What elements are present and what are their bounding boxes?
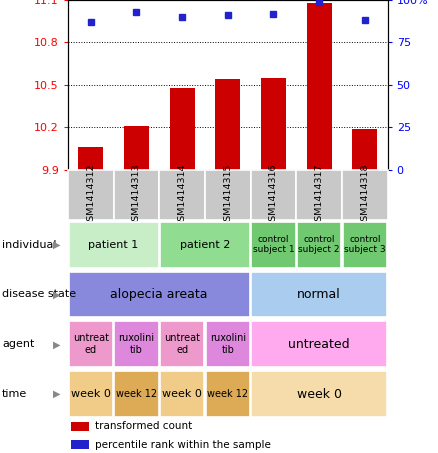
Bar [261,78,286,170]
Bar [205,170,251,220]
Bar [343,222,387,268]
Bar [170,88,194,170]
Text: ruxolini
tib: ruxolini tib [210,333,246,355]
Bar [297,222,341,268]
Bar [342,170,388,220]
Text: patient 2: patient 2 [180,240,230,250]
Text: ▶: ▶ [53,289,61,299]
Bar [215,79,240,170]
Bar [71,422,88,430]
Text: ▶: ▶ [53,389,61,399]
Text: individual: individual [2,240,57,250]
Bar [160,371,204,417]
Bar [251,321,387,367]
Bar [296,170,342,220]
Bar [71,440,88,448]
Bar [352,129,378,170]
Text: ▶: ▶ [53,240,61,250]
Text: time: time [2,389,28,399]
Bar [114,371,159,417]
Bar [124,126,149,170]
Text: week 12: week 12 [207,389,248,399]
Bar [69,321,113,367]
Bar [69,271,250,318]
Text: GSM1414315: GSM1414315 [223,163,232,226]
Bar [78,147,103,170]
Text: disease state: disease state [2,289,76,299]
Text: patient 1: patient 1 [88,240,139,250]
Text: week 0: week 0 [71,389,111,399]
Bar [69,371,113,417]
Bar [205,321,250,367]
Text: week 12: week 12 [116,389,157,399]
Text: transformed count: transformed count [95,421,192,432]
Text: control
subject 3: control subject 3 [344,235,385,254]
Bar [160,321,204,367]
Text: ruxolini
tib: ruxolini tib [118,333,155,355]
Bar [114,321,159,367]
Bar [113,170,159,220]
Text: control
subject 2: control subject 2 [298,235,340,254]
Text: untreated: untreated [288,338,350,351]
Text: agent: agent [2,339,35,349]
Bar [307,3,332,170]
Bar [68,170,113,220]
Text: GSM1414318: GSM1414318 [360,163,369,226]
Bar [160,222,250,268]
Text: normal: normal [297,288,341,301]
Text: GSM1414317: GSM1414317 [314,163,324,226]
Bar [69,222,159,268]
Text: GSM1414316: GSM1414316 [269,163,278,226]
Text: percentile rank within the sample: percentile rank within the sample [95,439,271,449]
Bar [251,371,387,417]
Text: week 0: week 0 [297,388,342,400]
Bar [251,222,296,268]
Bar [205,371,250,417]
Bar [251,271,387,318]
Text: GSM1414313: GSM1414313 [132,163,141,226]
Text: week 0: week 0 [162,389,202,399]
Text: untreat
ed: untreat ed [164,333,200,355]
Bar [251,170,296,220]
Text: GSM1414312: GSM1414312 [86,163,95,226]
Text: control
subject 1: control subject 1 [253,235,294,254]
Text: untreat
ed: untreat ed [73,333,109,355]
Bar [159,170,205,220]
Text: GSM1414314: GSM1414314 [177,163,187,226]
Text: alopecia areata: alopecia areata [110,288,208,301]
Text: ▶: ▶ [53,339,61,349]
